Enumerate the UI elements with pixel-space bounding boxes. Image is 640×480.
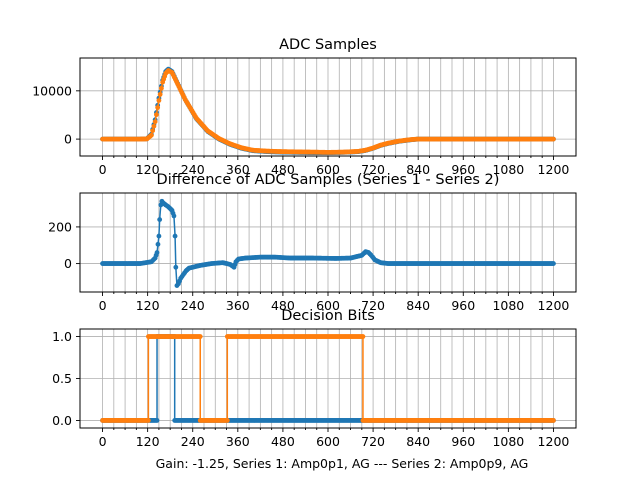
series-group — [100, 334, 556, 423]
x-tick-label: 1080 — [492, 162, 524, 177]
series-2-point — [148, 132, 154, 138]
x-tick-label: 720 — [361, 434, 385, 449]
series-1-point — [157, 217, 163, 222]
series-2-point — [197, 334, 203, 339]
series-2-point — [157, 91, 163, 97]
series-1-point — [154, 418, 160, 423]
x-tick-label: 240 — [181, 434, 205, 449]
x-tick-label: 480 — [271, 434, 295, 449]
x-tick-label: 840 — [406, 434, 430, 449]
x-tick-label: 0 — [99, 298, 107, 313]
x-tick-label: 600 — [316, 434, 340, 449]
y-tick-label: 0 — [64, 132, 72, 147]
series-2-point — [155, 105, 161, 110]
y-tick-label: 10000 — [32, 83, 72, 98]
x-tick-label: 360 — [226, 434, 250, 449]
series-2-point — [159, 85, 164, 91]
x-tick-label: 240 — [181, 298, 205, 313]
series-2-point — [224, 418, 230, 423]
series-2-point — [151, 123, 157, 129]
series-group — [100, 198, 556, 288]
y-tick-label: 0 — [64, 256, 72, 271]
series-1-point — [171, 213, 177, 219]
panel-title: Decision Bits — [281, 308, 375, 324]
x-tick-label: 1080 — [492, 434, 524, 449]
series-2-point — [551, 136, 556, 142]
x-tick-label: 480 — [271, 162, 295, 177]
x-tick-label: 1200 — [538, 298, 570, 313]
series-1-point — [173, 264, 179, 270]
series-2-point — [156, 98, 162, 103]
difference-panel: 0 120 240 360 480 600 720 840 960 1080 1200 0 200 Dif… — [48, 172, 577, 313]
series-1-point — [551, 261, 556, 266]
y-tick-label: 0.5 — [52, 371, 72, 386]
series-group — [100, 66, 556, 156]
x-tick-label: 240 — [181, 162, 205, 177]
y-tick-label: 1.0 — [52, 329, 72, 344]
x-tick-label: 840 — [406, 162, 430, 177]
figure-xlabel: Gain: -1.25, Series 1: Amp0p1, AG --- Se… — [156, 456, 529, 471]
series-2-point — [154, 112, 159, 118]
panel-title: ADC Samples — [279, 37, 377, 53]
ticks: 0 120 240 360 480 600 720 840 960 1080 1200 0 10000 — [32, 83, 569, 177]
adc-samples-panel: 0 120 240 360 480 600 720 840 960 1080 1200 0 10000 A… — [32, 37, 577, 177]
x-tick-label: 360 — [226, 162, 250, 177]
x-tick-label: 960 — [451, 434, 475, 449]
series-1-point — [172, 233, 178, 239]
series-2-point — [145, 418, 151, 423]
x-tick-label: 0 — [99, 162, 107, 177]
series-2-point — [150, 128, 156, 134]
y-tick-label: 200 — [48, 219, 72, 234]
grid — [80, 193, 576, 292]
series-1-point — [154, 250, 160, 255]
x-tick-label: 0 — [99, 434, 107, 449]
x-tick-label: 600 — [316, 162, 340, 177]
series-2-point — [551, 418, 556, 423]
x-tick-label: 360 — [226, 298, 250, 313]
panel-title: Difference of ADC Samples (Series 1 - Se… — [157, 172, 500, 188]
y-tick-label: 0.0 — [52, 413, 72, 428]
x-tick-label: 1200 — [538, 162, 570, 177]
x-tick-label: 1080 — [492, 298, 524, 313]
series-2-point — [360, 334, 366, 339]
series-1-point — [156, 233, 162, 239]
series-2-point — [152, 119, 158, 125]
x-tick-label: 720 — [361, 162, 385, 177]
x-tick-label: 480 — [271, 298, 295, 313]
ticks: 0 120 240 360 480 600 720 840 960 1080 1200 0.0 0.5 1… — [52, 329, 569, 449]
decision-bits-panel: 0 120 240 360 480 600 720 840 960 1080 1200 0.0 0.5 1… — [52, 308, 577, 449]
x-tick-label: 120 — [136, 298, 160, 313]
x-tick-label: 120 — [136, 162, 160, 177]
x-tick-label: 960 — [451, 162, 475, 177]
x-tick-label: 960 — [451, 298, 475, 313]
series-1-point — [155, 241, 161, 247]
x-tick-label: 720 — [361, 298, 385, 313]
x-tick-label: 1200 — [538, 434, 570, 449]
x-tick-label: 840 — [406, 298, 430, 313]
x-tick-label: 120 — [136, 434, 160, 449]
x-tick-label: 600 — [316, 298, 340, 313]
ticks: 0 120 240 360 480 600 720 840 960 1080 1200 0 200 — [48, 219, 569, 313]
